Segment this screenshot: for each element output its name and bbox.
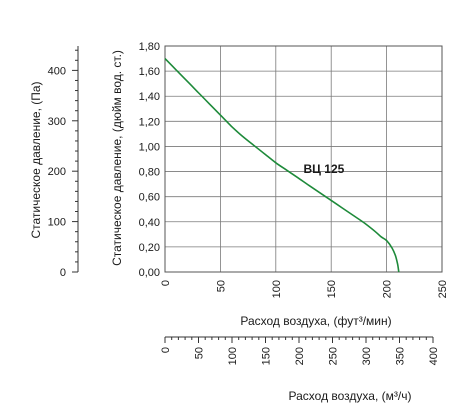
m3h-axis-title: Расход воздуха, (м³/ч) (289, 389, 412, 403)
m3h-tick-label: 200 (294, 347, 306, 365)
cfm-tick-label: 200 (382, 280, 394, 298)
inwg-tick-label: 1,00 (139, 141, 160, 153)
inwg-tick-label: 0,80 (139, 167, 160, 179)
cfm-tick-label: 0 (160, 280, 172, 286)
pa-axis: 0 100 200 300 400 (48, 46, 79, 279)
inwg-axis: 0,00 0,20 0,40 0,60 0,80 1,00 1,20 1,40 1,60 1,80 (139, 41, 160, 279)
pa-tick-label: 300 (48, 116, 66, 128)
inwg-tick-label: 0,60 (139, 192, 160, 204)
m3h-tick-label: 150 (261, 347, 273, 365)
cfm-axis: 0 50 100 150 200 250 (160, 280, 449, 298)
inwg-tick-label: 1,20 (139, 116, 160, 128)
m3h-tick-label: 0 (160, 347, 172, 353)
inwg-tick-label: 0,20 (139, 242, 160, 254)
inwg-tick-label: 1,80 (139, 41, 160, 53)
inwg-axis-title: Статическое давление, (дюйм вод. ст.) (110, 50, 124, 266)
cfm-tick-label: 100 (271, 280, 283, 298)
cfm-tick-label: 250 (437, 280, 449, 298)
pa-tick-label: 0 (60, 267, 66, 279)
pa-tick-label: 100 (48, 217, 66, 229)
cfm-tick-label: 150 (326, 280, 338, 298)
pa-tick-label: 400 (48, 65, 66, 77)
inwg-tick-label: 1,60 (139, 66, 160, 78)
series-line (164, 58, 400, 273)
series-layer: ВЦ 125 (164, 58, 400, 273)
pa-axis-title: Статическое давление, (Па) (29, 81, 43, 238)
inwg-tick-label: 1,40 (139, 91, 160, 103)
cfm-tick-label: 50 (215, 280, 227, 292)
m3h-tick-label: 300 (361, 347, 373, 365)
cfm-axis-title: Расход воздуха, (фут³/мин) (240, 314, 391, 328)
series-label: ВЦ 125 (304, 162, 345, 176)
m3h-tick-label: 350 (395, 347, 407, 365)
m3h-tick-label: 250 (328, 347, 340, 365)
m3h-tick-label: 50 (194, 347, 206, 359)
inwg-tick-label: 0,00 (139, 267, 160, 279)
m3h-tick-label: 100 (227, 347, 239, 365)
m3h-axis: 0 50 100 150 200 250 300 350 400 (160, 336, 440, 365)
plot-frame (164, 45, 443, 273)
pa-tick-label: 200 (48, 166, 66, 178)
grid (164, 45, 443, 273)
m3h-tick-label: 400 (428, 347, 440, 365)
inwg-tick-label: 0,40 (139, 217, 160, 229)
